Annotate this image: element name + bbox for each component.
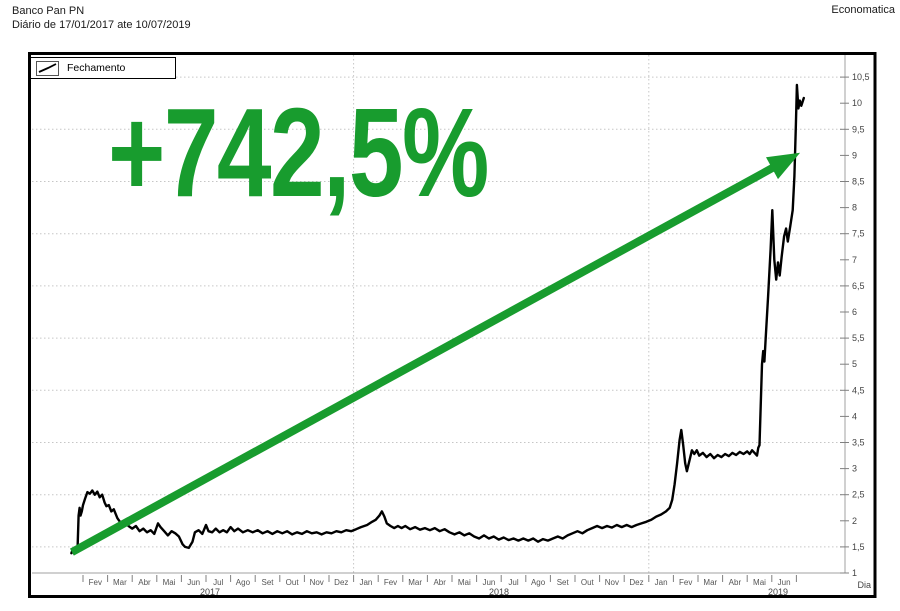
month-label: Mar — [113, 578, 127, 587]
month-label: Jan — [655, 578, 668, 587]
month-label: Dez — [334, 578, 348, 587]
y-tick-label: 9 — [852, 150, 857, 160]
chart-frame — [28, 52, 877, 598]
month-label: Abr — [433, 578, 446, 587]
month-label: Jun — [482, 578, 495, 587]
month-label: Dez — [629, 578, 643, 587]
month-label: Fev — [384, 578, 397, 587]
month-label: Jun — [778, 578, 791, 587]
economatica-logo-text: Economatica — [831, 4, 895, 16]
month-label: Mar — [703, 578, 717, 587]
y-tick-label: 2 — [852, 516, 857, 526]
month-label: Abr — [138, 578, 151, 587]
gain-arrow-shaft — [70, 161, 780, 556]
month-label: Mar — [408, 578, 422, 587]
y-tick-label: 9,5 — [852, 124, 865, 134]
page-subtitle: Diário de 17/01/2017 ate 10/07/2019 — [12, 19, 191, 32]
y-tick-label: 6,5 — [852, 281, 865, 291]
line-series-icon — [36, 60, 59, 76]
chart-header: Banco Pan PN Diário de 17/01/2017 ate 10… — [12, 4, 191, 33]
legend: Fechamento — [30, 57, 176, 79]
month-label: Mai — [163, 578, 176, 587]
y-tick-label: 2,5 — [852, 490, 865, 500]
y-tick-label: 7 — [852, 255, 857, 265]
month-label: Set — [557, 578, 570, 587]
y-tick-label: 3,5 — [852, 438, 865, 448]
month-label: Out — [286, 578, 300, 587]
month-label: Fev — [89, 578, 102, 587]
y-tick-label: 4,5 — [852, 385, 865, 395]
y-tick-label: 10,5 — [852, 72, 870, 82]
month-label: Abr — [729, 578, 742, 587]
gain-arrow-head — [766, 152, 801, 180]
month-label: Out — [581, 578, 595, 587]
month-label: Ago — [531, 578, 546, 587]
y-tick-label: 1 — [852, 568, 857, 578]
y-tick-label: 8,5 — [852, 177, 865, 187]
month-label: Mai — [753, 578, 766, 587]
year-label: 2019 — [768, 587, 788, 597]
close-price-line — [70, 83, 805, 555]
month-label: Jul — [508, 578, 518, 587]
y-tick-label: 6 — [852, 307, 857, 317]
month-label: Nov — [605, 578, 619, 587]
y-tick-label: 3 — [852, 464, 857, 474]
month-label: Mai — [458, 578, 471, 587]
year-label: 2018 — [489, 587, 509, 597]
y-tick-label: 4 — [852, 411, 857, 421]
page-title: Banco Pan PN — [12, 5, 85, 17]
month-label: Ago — [236, 578, 251, 587]
y-tick-label: 8 — [852, 203, 857, 213]
month-label: Fev — [679, 578, 692, 587]
month-label: Jul — [213, 578, 223, 587]
legend-label: Fechamento — [67, 62, 126, 74]
y-tick-label: 1,5 — [852, 542, 865, 552]
y-tick-label: 5 — [852, 359, 857, 369]
month-label: Nov — [310, 578, 324, 587]
y-tick-label: 5,5 — [852, 333, 865, 343]
y-tick-label: 10 — [852, 98, 862, 108]
gain-annotation: +742,5% — [108, 82, 489, 223]
month-label: Set — [261, 578, 274, 587]
month-label: Jun — [187, 578, 200, 587]
x-axis-unit-label: Dia — [857, 580, 871, 590]
month-label: Jan — [359, 578, 372, 587]
y-tick-label: 7,5 — [852, 229, 865, 239]
year-label: 2017 — [200, 587, 220, 597]
